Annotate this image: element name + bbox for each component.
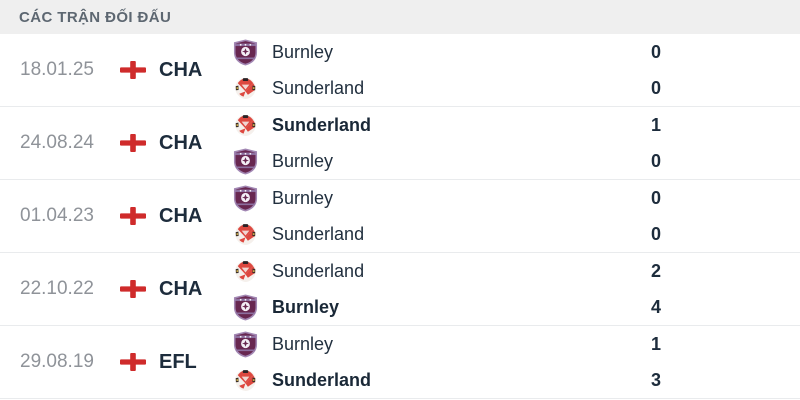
sunderland-crest-icon <box>232 75 258 102</box>
team-score: 0 <box>650 150 661 171</box>
team-name: Burnley <box>272 296 340 317</box>
team-line: Burnley 0 <box>232 180 800 216</box>
team-name: Burnley <box>272 333 334 354</box>
team-score: 1 <box>650 114 661 135</box>
team-name: Sunderland <box>272 77 365 98</box>
teams-cell: Burnley 1 Sunderland 3 <box>232 326 800 398</box>
match-date: 22.10.22 <box>20 278 94 299</box>
england-flag-icon <box>120 353 146 371</box>
sunderland-crest-icon <box>232 221 258 248</box>
widget-title: CÁC TRẬN ĐỐI ĐẤU <box>19 8 172 26</box>
team-score: 4 <box>650 296 661 317</box>
team-name: Burnley <box>272 150 334 171</box>
competition-code: CHA <box>159 204 203 227</box>
sunderland-crest-icon <box>232 112 258 139</box>
burnley-crest-icon <box>232 39 258 66</box>
team-line: Burnley 4 <box>232 289 800 325</box>
sunderland-crest-icon <box>232 367 258 394</box>
teams-cell: Sunderland 1 Burnley 0 <box>232 107 800 179</box>
competition-cell: CHA <box>120 107 232 179</box>
competition-cell: EFL <box>120 326 232 398</box>
team-score: 0 <box>650 187 661 208</box>
england-flag-icon <box>120 134 146 152</box>
team-score: 0 <box>650 41 661 62</box>
sunderland-crest-icon <box>232 258 258 285</box>
match-date: 24.08.24 <box>20 132 94 153</box>
widget-header: CÁC TRẬN ĐỐI ĐẤU <box>0 0 800 34</box>
match-row[interactable]: 18.01.25 CHA Burnley 0 Sunderland 0 <box>0 34 800 107</box>
competition-code: EFL <box>159 350 197 373</box>
match-row[interactable]: 24.08.24 CHA Sunderland 1 Burnley 0 <box>0 107 800 180</box>
competition-cell: CHA <box>120 180 232 252</box>
burnley-crest-icon <box>232 148 258 175</box>
teams-cell: Burnley 0 Sunderland 0 <box>232 180 800 252</box>
teams-cell: Burnley 0 Sunderland 0 <box>232 34 800 106</box>
team-line: Sunderland 3 <box>232 362 800 398</box>
team-line: Sunderland 2 <box>232 253 800 289</box>
england-flag-icon <box>120 207 146 225</box>
england-flag-icon <box>120 280 146 298</box>
team-score: 0 <box>650 223 661 244</box>
team-name: Sunderland <box>272 223 365 244</box>
england-flag-icon <box>120 61 146 79</box>
team-line: Burnley 0 <box>232 34 800 70</box>
team-line: Burnley 0 <box>232 143 800 179</box>
team-score: 1 <box>650 333 661 354</box>
competition-code: CHA <box>159 58 203 81</box>
team-line: Sunderland 1 <box>232 107 800 143</box>
competition-cell: CHA <box>120 34 232 106</box>
match-row[interactable]: 01.04.23 CHA Burnley 0 Sunderland 0 <box>0 180 800 253</box>
match-row[interactable]: 29.08.19 EFL Burnley 1 Sunderland 3 <box>0 326 800 399</box>
team-line: Sunderland 0 <box>232 70 800 106</box>
competition-cell: CHA <box>120 253 232 325</box>
team-line: Sunderland 0 <box>232 216 800 252</box>
competition-code: CHA <box>159 131 203 154</box>
teams-cell: Sunderland 2 Burnley 4 <box>232 253 800 325</box>
burnley-crest-icon <box>232 185 258 212</box>
match-date: 01.04.23 <box>20 205 94 226</box>
team-name: Burnley <box>272 41 334 62</box>
team-name: Sunderland <box>272 114 372 135</box>
team-name: Sunderland <box>272 369 372 390</box>
match-row[interactable]: 22.10.22 CHA Sunderland 2 Burnley 4 <box>0 253 800 326</box>
match-date: 29.08.19 <box>20 351 94 372</box>
team-name: Burnley <box>272 187 334 208</box>
competition-code: CHA <box>159 277 203 300</box>
team-score: 3 <box>650 369 661 390</box>
team-line: Burnley 1 <box>232 326 800 362</box>
team-name: Sunderland <box>272 260 365 281</box>
team-score: 2 <box>650 260 661 281</box>
burnley-crest-icon <box>232 331 258 358</box>
team-score: 0 <box>650 77 661 98</box>
match-date: 18.01.25 <box>20 59 94 80</box>
burnley-crest-icon <box>232 294 258 321</box>
